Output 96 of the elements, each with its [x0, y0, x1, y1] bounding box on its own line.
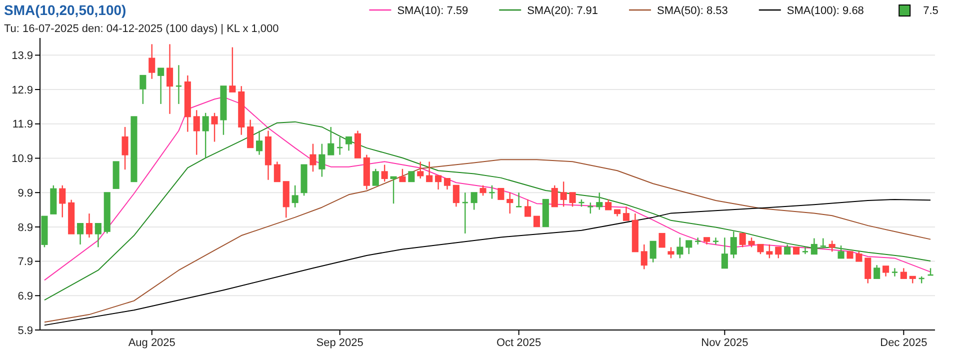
y-tick-label: 12.9: [12, 84, 33, 96]
candlestick: [158, 68, 164, 105]
x-tick-label: Sep 2025: [316, 337, 364, 349]
candlestick: [775, 246, 782, 259]
line-series: [44, 198, 932, 326]
x-tick-label: Aug 2025: [128, 337, 176, 349]
candlestick: [658, 232, 666, 248]
candlestick: [757, 244, 764, 255]
candlestick: [346, 136, 352, 152]
y-tick-label: 10.9: [12, 153, 33, 166]
x-tick-label: Nov 2025: [701, 337, 748, 349]
y-tick-label: 11.9: [12, 118, 33, 131]
candlestick: [166, 44, 174, 115]
candlestick: [86, 212, 92, 238]
y-tick-label: 5.9: [18, 324, 33, 337]
candlestick: [444, 178, 450, 190]
candlestick: [408, 171, 415, 182]
candlestick: [94, 222, 102, 248]
candlestick: [864, 258, 872, 284]
candlestick: [229, 46, 236, 93]
y-tick-label: 6.9: [18, 290, 33, 302]
chart-subtitle: Tu: 16-07-2025 den: 04-12-2025 (100 days) | KL x 1,000: [4, 23, 279, 35]
candlestick: [694, 236, 702, 246]
candlestick: [650, 240, 656, 263]
y-tick-label: 8.9: [18, 222, 33, 234]
candlestick: [318, 143, 326, 178]
candlestick: [310, 143, 316, 172]
candlestick: [838, 244, 844, 259]
y-tick-label: 9.9: [18, 187, 33, 200]
candlestick: [417, 161, 424, 180]
candlestick: [426, 161, 433, 182]
candlestick: [193, 110, 200, 156]
x-tick-label: Oct 2025: [496, 337, 542, 349]
candlestick: [605, 198, 612, 210]
candlestick: [739, 232, 746, 248]
candlestick: [122, 126, 128, 170]
candlestick: [560, 180, 567, 208]
candlestick: [686, 240, 692, 255]
candlestick: [551, 184, 558, 208]
candlestick: [390, 176, 397, 204]
candlestick: [668, 246, 674, 259]
candlestick: [712, 236, 720, 246]
y-tick-label: 13.9: [12, 50, 33, 62]
x-tick-label: Dec 2025: [880, 337, 928, 349]
candlestick: [640, 244, 648, 270]
candlestick: [874, 264, 880, 280]
candlestick: [452, 184, 460, 208]
legend-label: SMA(10): 7.59: [397, 5, 468, 17]
candlestick: [515, 192, 522, 208]
candlestick: [148, 44, 156, 80]
candlestick: [399, 168, 406, 182]
candlestick: [721, 236, 728, 269]
candlestick: [435, 175, 442, 190]
candlestick: [676, 236, 684, 259]
candlestick: [274, 161, 280, 182]
line-series: [44, 121, 932, 301]
candlestick: [211, 112, 218, 142]
candlestick: [569, 192, 576, 208]
candlestick: [810, 238, 818, 255]
candlestick: [587, 202, 594, 214]
candlestick: [533, 216, 540, 228]
legend-label: 7.5: [923, 5, 938, 17]
legend-label: SMA(100): 9.68: [786, 5, 864, 17]
candlestick: [77, 222, 84, 246]
legend-label: SMA(50): 8.53: [657, 5, 728, 17]
candlestick: [506, 192, 514, 214]
candlestick: [498, 188, 504, 200]
candlestick: [292, 184, 298, 208]
candlestick: [202, 112, 209, 158]
candlestick: [372, 168, 379, 186]
candlestick: [381, 164, 388, 182]
candlestick: [828, 240, 836, 252]
candlestick: [730, 230, 737, 259]
line-series: [44, 159, 932, 323]
candlestick: [470, 192, 478, 210]
candlestick: [59, 184, 66, 218]
candlestick: [256, 130, 263, 156]
candlestick: [900, 268, 907, 280]
candlestick: [882, 266, 890, 278]
line-series: [44, 96, 932, 281]
candlestick: [328, 126, 334, 156]
candlestick: [140, 74, 146, 105]
y-tick-label: 7.9: [18, 256, 33, 268]
candlestick: [802, 246, 809, 255]
candlestick: [891, 268, 898, 278]
candlestick: [766, 244, 773, 259]
candlestick: [247, 119, 254, 148]
candlestick: [856, 251, 862, 262]
legend-label: SMA(20): 7.91: [527, 5, 598, 17]
candlestick: [596, 192, 603, 210]
chart-title: SMA(10,20,50,100): [4, 2, 126, 18]
candlestick: [748, 236, 755, 248]
candlestick: [480, 184, 486, 196]
candlestick: [622, 206, 630, 222]
candlestick: [784, 244, 791, 255]
candlestick: [524, 198, 532, 217]
